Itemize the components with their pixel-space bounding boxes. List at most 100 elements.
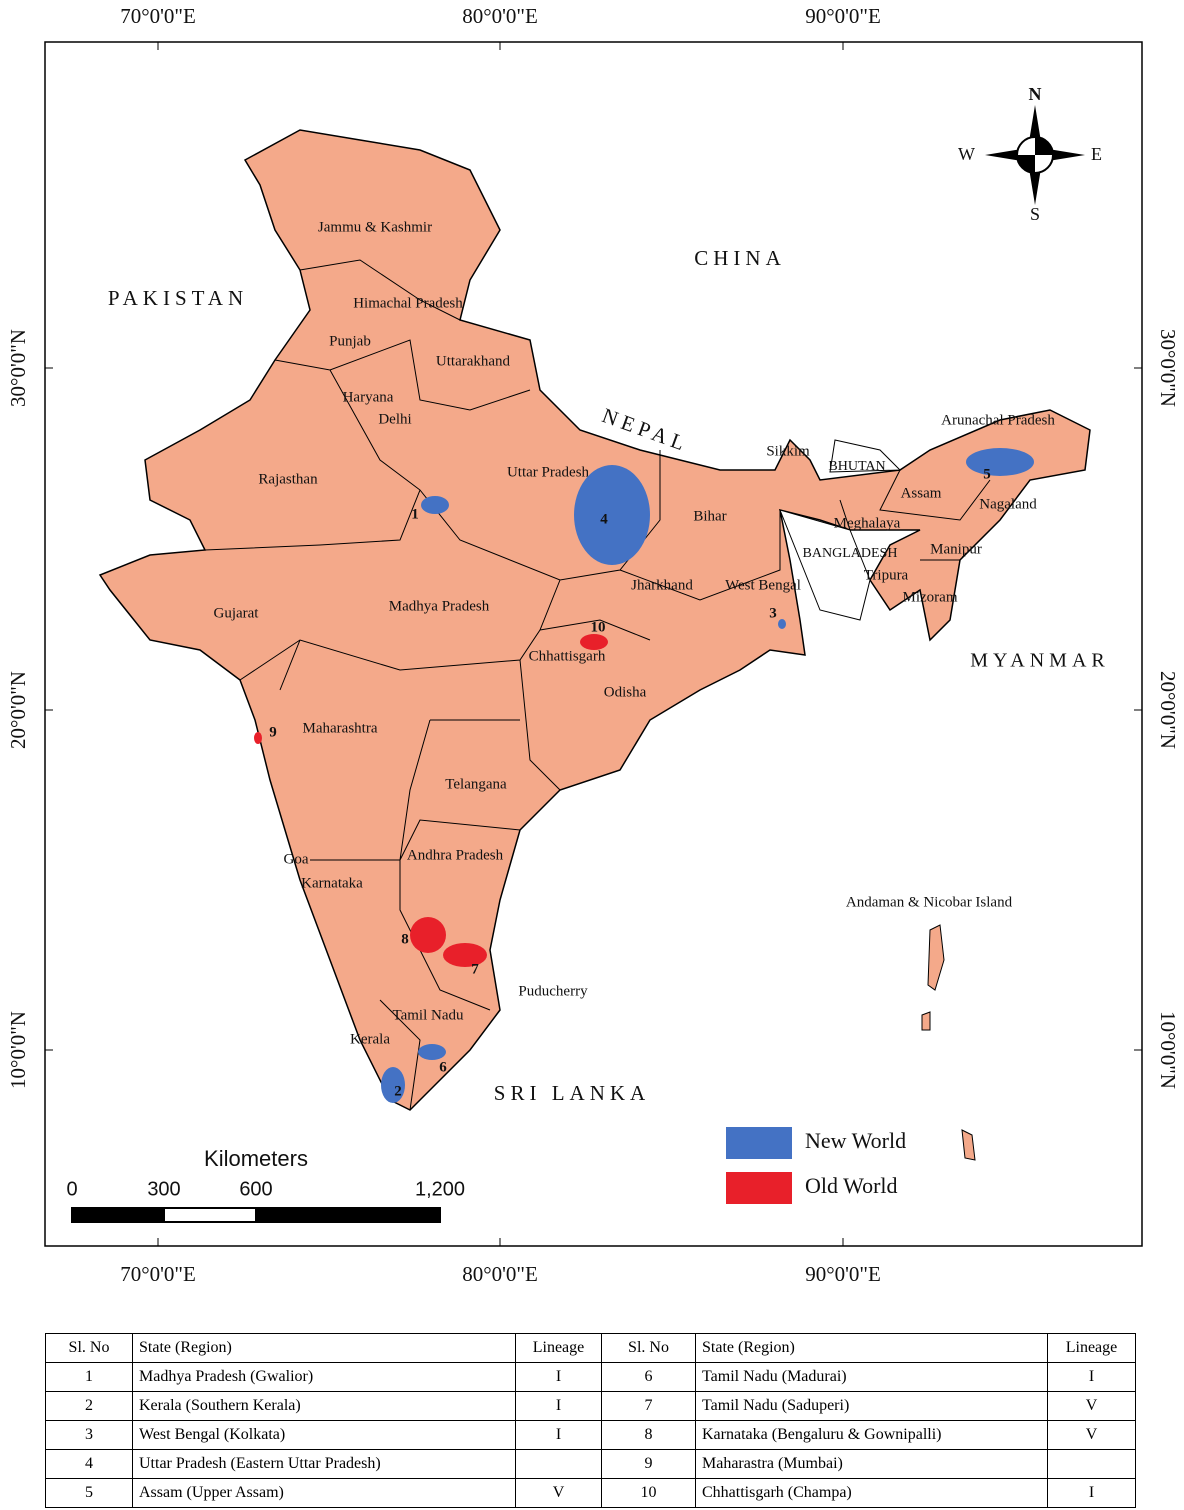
lon-label: 80°0'0"E xyxy=(462,4,538,28)
table-cell xyxy=(1047,1449,1136,1479)
site-area xyxy=(580,634,608,650)
state-label: Haryana xyxy=(343,389,394,405)
site-area xyxy=(418,1044,446,1060)
table-cell: Chhattisgarh (Champa) xyxy=(695,1478,1048,1508)
lat-label: 10°0'0"N xyxy=(1156,1011,1180,1089)
table-cell: 4 xyxy=(45,1449,133,1479)
state-label: Nagaland xyxy=(979,496,1037,512)
table-header: Sl. No State (Region) Lineage Sl. No State (… xyxy=(45,1333,1136,1363)
table-cell: Sl. No xyxy=(45,1333,133,1363)
country-label: BANGLADESH xyxy=(803,546,898,561)
state-label: Assam xyxy=(901,485,942,501)
scale-segment xyxy=(71,1207,165,1223)
site-label: 2 xyxy=(394,1083,402,1099)
table-cell: Karnataka (Bengaluru & Gownipalli) xyxy=(695,1420,1048,1450)
state-label: Tamil Nadu xyxy=(392,1007,464,1023)
site-label: 6 xyxy=(439,1059,447,1075)
table-cell: Sl. No xyxy=(601,1333,696,1363)
scale-tick-label: 1,200 xyxy=(415,1178,465,1200)
state-label: Puducherry xyxy=(518,983,588,999)
table-cell: State (Region) xyxy=(695,1333,1048,1363)
state-label: Delhi xyxy=(378,411,411,427)
state-label: Arunachal Pradesh xyxy=(941,412,1055,428)
table-cell: 6 xyxy=(601,1362,696,1392)
site-label: 1 xyxy=(411,506,419,522)
table-cell: Tamil Nadu (Saduperi) xyxy=(695,1391,1048,1421)
scale-segment xyxy=(163,1207,257,1223)
lineage-table: Sl. No State (Region) Lineage Sl. No State (… xyxy=(45,1333,1136,1508)
country-label: CHINA xyxy=(694,246,786,270)
table-cell: Assam (Upper Assam) xyxy=(132,1478,516,1508)
legend-label: New World xyxy=(805,1128,906,1153)
lat-label: 30°0'0"N xyxy=(6,329,30,407)
lon-label: 90°0'0"E xyxy=(805,4,881,28)
site-area xyxy=(443,943,487,967)
table-cell: 1 xyxy=(45,1362,133,1392)
table-row: 2 Kerala (Southern Kerala) I 7 Tamil Nadu (S… xyxy=(45,1391,1136,1421)
lat-label: 20°0'0"N xyxy=(1156,671,1180,749)
table-cell: Kerala (Southern Kerala) xyxy=(132,1391,516,1421)
state-label: Uttarakhand xyxy=(436,353,511,369)
table-cell: I xyxy=(1047,1478,1136,1508)
compass-n: N xyxy=(1029,84,1042,104)
table-cell: Uttar Pradesh (Eastern Uttar Pradesh) xyxy=(132,1449,516,1479)
site-area xyxy=(966,448,1034,476)
site-label: 7 xyxy=(471,961,479,977)
state-label: Andaman & Nicobar Island xyxy=(846,894,1013,910)
table-cell: 9 xyxy=(601,1449,696,1479)
scale-tick-label: 600 xyxy=(239,1178,272,1200)
scale-title: Kilometers xyxy=(204,1146,308,1171)
map-frame xyxy=(44,41,1143,1247)
state-label: Sikkim xyxy=(766,443,810,459)
site-label: 4 xyxy=(600,511,608,527)
site-label: 10 xyxy=(591,619,606,635)
table-cell: 2 xyxy=(45,1391,133,1421)
state-label: Jammu & Kashmir xyxy=(318,219,432,235)
state-label: Tripura xyxy=(864,567,909,583)
state-label: Karnataka xyxy=(301,875,363,891)
table-cell: 5 xyxy=(45,1478,133,1508)
table-cell: I xyxy=(515,1391,602,1421)
state-label: Rajasthan xyxy=(258,471,318,487)
state-label: Punjab xyxy=(329,333,371,349)
site-label: 5 xyxy=(983,466,991,482)
table-row: 1 Madhya Pradesh (Gwalior) I 6 Tamil Nadu (M… xyxy=(45,1362,1136,1392)
compass: N E S W xyxy=(958,84,1102,224)
compass-s: S xyxy=(1030,204,1040,224)
state-label: Mizoram xyxy=(903,589,958,605)
table-cell: V xyxy=(1047,1420,1136,1450)
table-cell: Lineage xyxy=(1047,1333,1136,1363)
map: N E S W 70°0'0"E 70°0'0"E 80°0'0"E 80°0'0"E… xyxy=(6,4,1180,1286)
lat-label: 30°0'0"N xyxy=(1156,329,1180,407)
state-label: Bihar xyxy=(693,508,726,524)
state-label: Gujarat xyxy=(214,605,260,621)
table-cell: I xyxy=(515,1420,602,1450)
state-label: West Bengal xyxy=(725,577,801,593)
table-cell: I xyxy=(1047,1362,1136,1392)
table-row: 4 Uttar Pradesh (Eastern Uttar Pradesh) 9 M… xyxy=(45,1449,1136,1479)
scale-tick-label: 0 xyxy=(66,1178,77,1200)
state-label: Himachal Pradesh xyxy=(353,295,463,311)
country-label: BHUTAN xyxy=(828,459,885,474)
site-area xyxy=(574,465,650,565)
scale-tick-label: 300 xyxy=(147,1178,180,1200)
table-cell: 10 xyxy=(601,1478,696,1508)
country-label: MYANMAR xyxy=(970,650,1109,672)
table-cell xyxy=(515,1449,602,1479)
site-area xyxy=(421,496,449,514)
compass-e: E xyxy=(1091,144,1102,164)
lon-label: 70°0'0"E xyxy=(120,4,196,28)
table-cell: Lineage xyxy=(515,1333,602,1363)
legend-swatch xyxy=(726,1127,792,1159)
site-area xyxy=(381,1067,405,1103)
state-label: Kerala xyxy=(350,1031,390,1047)
table-cell: I xyxy=(515,1362,602,1392)
state-label: Chhattisgarh xyxy=(529,648,606,664)
state-label: Telangana xyxy=(445,776,507,792)
lon-label: 90°0'0"E xyxy=(805,1262,881,1286)
table-cell: V xyxy=(1047,1391,1136,1421)
state-label: Goa xyxy=(284,851,309,867)
table-cell: West Bengal (Kolkata) xyxy=(132,1420,516,1450)
country-label: SRI LANKA xyxy=(494,1081,650,1105)
